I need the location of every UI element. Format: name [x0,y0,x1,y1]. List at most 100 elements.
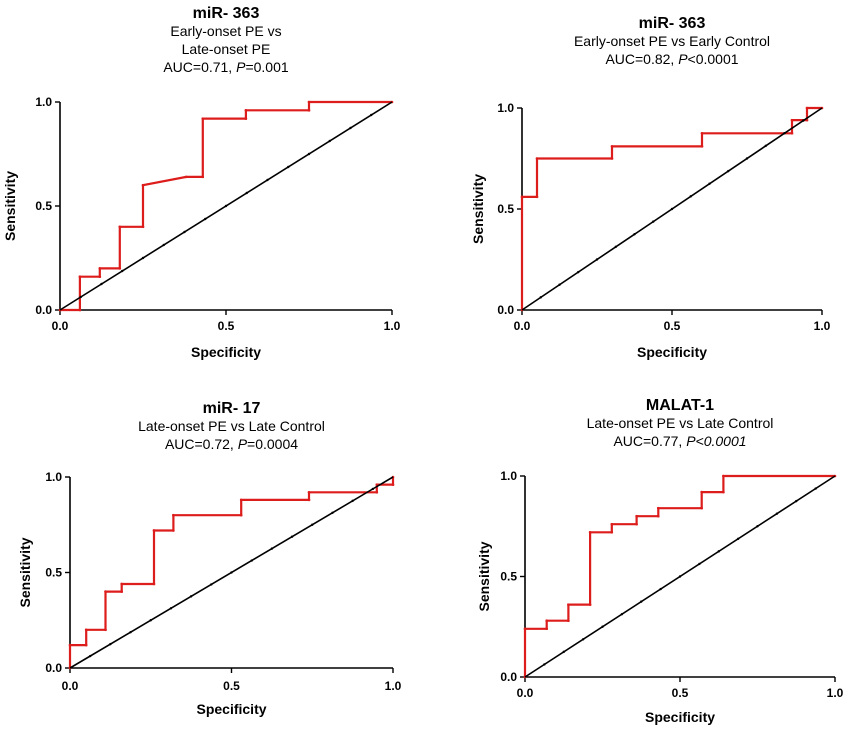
reference-point [79,295,82,299]
x-tick-label: 0.0 [517,686,534,700]
x-axis-label: Specificity [196,701,266,717]
x-tick-label: 1.0 [827,686,844,700]
roc-point [610,145,614,148]
roc-point [700,490,703,494]
y-tick-label: 0.5 [35,199,52,213]
roc-point [307,490,311,494]
roc-point [545,627,548,631]
y-tick-label: 1.0 [45,470,62,484]
roc-point [523,627,527,631]
roc-point [610,157,614,160]
x-tick-label: 0.5 [664,319,681,333]
x-axis-label: Specificity [191,344,261,360]
reference-point [287,165,290,169]
reference-point [162,243,165,247]
reference-point [620,612,624,616]
reference-point [370,113,373,117]
roc-point [118,267,122,270]
reference-point [351,499,354,503]
reference-point [640,600,643,603]
p-label: P [236,59,246,75]
reference-point [708,182,711,185]
panel-title: miR- 363 [193,5,260,22]
reference-point [659,587,662,591]
auc-value: AUC=0.71, [163,59,236,75]
auc-stat: AUC=0.71, P=0.001 [163,59,289,75]
reference-point [558,283,561,286]
roc-point [722,474,725,478]
reference-point [727,169,730,173]
reference-point [775,512,779,515]
roc-point [184,175,188,179]
roc-curve [68,477,395,668]
x-tick-label: 0.0 [52,319,69,333]
panel-subtitle: Late-onset PE [182,41,271,57]
roc-point [104,628,107,632]
reference-point [670,207,674,211]
reference-point [290,535,294,538]
reference-point [577,270,580,274]
reference-point [756,525,759,528]
y-tick-label: 0.0 [497,303,514,317]
reference-point [614,245,617,249]
auc-stat: AUC=0.72, P=0.0004 [165,436,298,452]
y-axis-label: Sensitivity [470,174,486,244]
reference-point [371,487,375,491]
reference-point [543,663,546,666]
panel-subtitle: Early-onset PE vs Early Control [574,33,770,49]
reference-point [331,511,334,515]
reference-point [183,230,186,234]
p-label: P [678,51,688,67]
reference-point [349,126,352,130]
x-tick-label: 1.0 [385,679,402,693]
roc-point [152,529,156,532]
roc-point [201,175,205,179]
reference-point [736,537,740,541]
reference-point [169,607,173,610]
roc-point [535,157,539,160]
y-tick-label: 0.5 [45,566,62,580]
reference-point [224,204,228,208]
x-tick-label: 0.0 [62,679,79,693]
panel-title: miR- 17 [203,400,261,417]
roc-point [588,530,592,534]
auc-value: AUC=0.72, [165,436,238,452]
roc-point [535,195,539,199]
reference-point [129,630,132,634]
roc-point [520,195,524,199]
roc-point [700,131,704,135]
roc-point [391,483,395,486]
roc-point [68,643,72,647]
reference-point [204,217,207,221]
roc-point [120,582,123,586]
roc-point [104,590,107,593]
x-tick-label: 1.0 [384,319,401,333]
auc-stat: AUC=0.77, P<0.0001 [613,433,746,449]
auc-stat: AUC=0.82, P<0.0001 [605,51,738,67]
y-tick-label: 0.5 [497,202,514,216]
y-tick-label: 0.0 [500,670,517,684]
roc-point [239,513,243,517]
reference-point [601,625,604,628]
roc-point [657,506,660,510]
roc-point [98,275,102,279]
panel-subtitle: Late-onset PE vs Late Control [587,415,774,431]
panel-subtitle: Early-onset PE vs [170,23,281,39]
x-tick-label: 0.5 [672,686,689,700]
roc-point [805,106,809,110]
roc-point [141,225,145,229]
reference-point [783,132,786,135]
reference-point [141,256,145,260]
roc-point [78,308,82,312]
reference-point [230,571,233,574]
roc-point [567,603,570,606]
roc-point [152,582,156,586]
roc-point [567,619,570,623]
roc-point [172,529,175,532]
reference-point [307,152,311,156]
y-tick-label: 0.5 [500,570,517,584]
